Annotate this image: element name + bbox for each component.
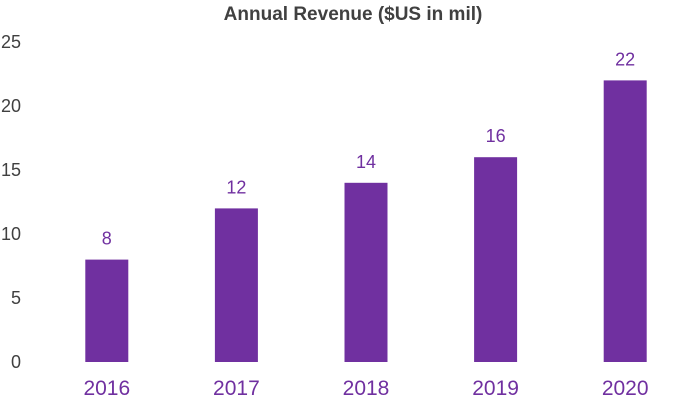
bar <box>474 157 518 362</box>
y-tick-label: 25 <box>1 32 21 52</box>
bar <box>214 208 258 362</box>
y-tick-label: 10 <box>1 224 21 244</box>
bar <box>603 80 647 363</box>
y-tick-label: 5 <box>11 288 21 308</box>
x-tick-label: 2016 <box>83 377 130 400</box>
bar-data-label: 8 <box>102 229 112 249</box>
bar-data-label: 12 <box>226 177 246 197</box>
bar <box>344 182 388 362</box>
x-tick-label: 2017 <box>213 377 260 400</box>
bar-data-label: 22 <box>615 49 635 69</box>
y-tick-label: 0 <box>11 352 21 372</box>
data-labels: 8 12 14 16 22 <box>102 49 635 248</box>
y-axis-ticks: 0 5 10 15 20 25 <box>1 32 21 372</box>
x-tick-label: 2018 <box>343 377 390 400</box>
x-axis-ticks: 2016 2017 2018 2019 2020 <box>83 377 648 400</box>
y-tick-label: 20 <box>1 96 21 116</box>
x-tick-label: 2020 <box>602 377 649 400</box>
y-tick-label: 15 <box>1 160 21 180</box>
bar <box>85 259 129 362</box>
x-tick-label: 2019 <box>472 377 519 400</box>
chart-title: Annual Revenue ($US in mil) <box>224 4 483 25</box>
bar-data-label: 16 <box>486 126 506 146</box>
bar-data-label: 14 <box>356 152 376 172</box>
bars <box>85 80 647 363</box>
